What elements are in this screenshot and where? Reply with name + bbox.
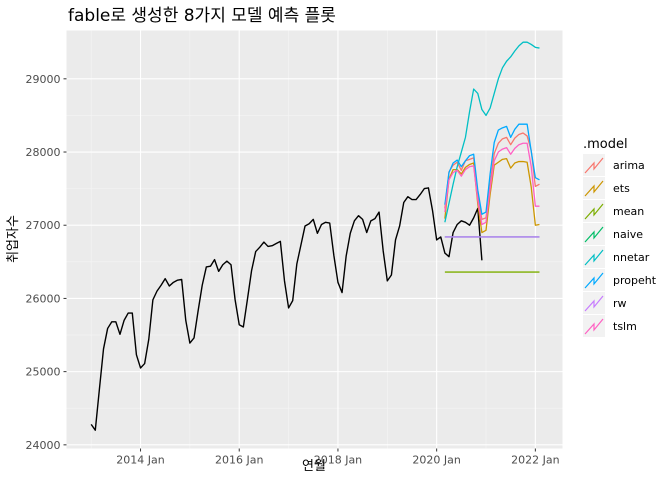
legend: .model arima ets mean naive nnetar propeht rw t… <box>583 137 657 337</box>
legend-key-glyph <box>584 157 604 174</box>
legend-key-glyph <box>584 272 604 289</box>
legend-key-glyph <box>584 318 604 335</box>
legend-title: .model <box>583 137 628 152</box>
legend-item-ets: ets <box>583 177 630 199</box>
legend-item-mean: mean <box>583 200 644 222</box>
legend-item-nnetar: nnetar <box>583 246 650 268</box>
legend-label: nnetar <box>613 251 650 264</box>
y-axis-label: 취업자수 <box>6 215 21 263</box>
y-axis: 24000 25000 26000 27000 28000 29000 <box>26 73 67 452</box>
y-tick-label: 26000 <box>26 292 61 305</box>
x-tick-label: 2022 Jan <box>511 454 559 467</box>
forecast-line-arima <box>444 132 540 221</box>
legend-key-glyph <box>584 180 604 197</box>
legend-label: mean <box>613 205 644 218</box>
x-tick-label: 2014 Jan <box>116 454 164 467</box>
legend-label: ets <box>613 182 630 195</box>
y-tick-label: 29000 <box>26 73 61 86</box>
x-tick-label: 2016 Jan <box>215 454 263 467</box>
legend-label: propeht <box>613 274 657 287</box>
x-axis-label: 연월 <box>302 459 326 474</box>
legend-items: arima ets mean naive nnetar propeht rw tslm <box>583 154 657 337</box>
legend-key-glyph <box>584 295 604 312</box>
legend-item-tslm: tslm <box>583 315 637 337</box>
actual-series-line <box>90 187 483 431</box>
legend-label: naive <box>613 228 643 241</box>
y-tick-label: 27000 <box>26 219 61 232</box>
y-tick-label: 28000 <box>26 146 61 159</box>
legend-label: rw <box>613 297 627 310</box>
legend-key-glyph <box>584 249 604 266</box>
forecast-line-propeht <box>444 123 540 215</box>
legend-label: tslm <box>613 320 637 333</box>
legend-item-arima: arima <box>583 154 645 176</box>
legend-item-propeht: propeht <box>583 269 657 291</box>
forecast-line-ets <box>444 157 540 234</box>
y-tick-label: 24000 <box>26 439 61 452</box>
legend-item-naive: naive <box>583 223 643 245</box>
x-tick-label: 2018 Jan <box>314 454 362 467</box>
x-axis: 2014 Jan 2016 Jan 2018 Jan 2020 Jan 2022 Jan <box>116 448 560 467</box>
chart-title: fable로 생성한 8가지 모델 예측 플롯 <box>68 6 336 26</box>
minor-gridlines <box>66 30 563 449</box>
legend-key-glyph <box>584 226 604 243</box>
x-tick-label: 2020 Jan <box>412 454 460 467</box>
series-layer <box>90 41 540 431</box>
legend-label: arima <box>613 159 645 172</box>
legend-item-rw: rw <box>583 292 627 314</box>
forecast-line-nnetar <box>444 41 540 223</box>
y-tick-label: 25000 <box>26 366 61 379</box>
forecast-line-tslm <box>444 142 540 226</box>
legend-key-glyph <box>584 203 604 220</box>
